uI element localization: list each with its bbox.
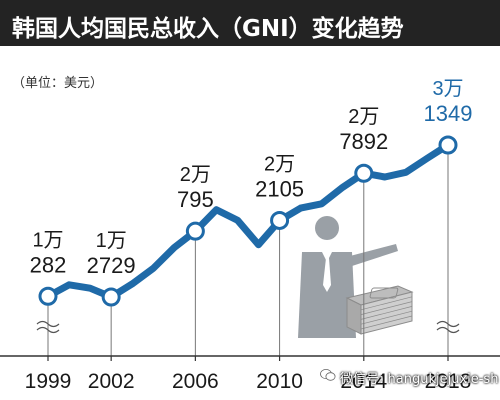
watermark: 微信号: hangukjejuxie-sh [340, 372, 499, 387]
wechat-icon [320, 369, 336, 381]
point-marker [354, 163, 374, 183]
data-label-upper: 3万 [432, 78, 463, 100]
point-marker [101, 287, 121, 307]
x-tick-label: 2006 [172, 370, 219, 393]
money-stack-edge [360, 301, 413, 315]
person-tie [323, 258, 331, 292]
point-markers [38, 135, 458, 307]
axis-break-mark [36, 320, 60, 328]
money-bill-mark [369, 287, 399, 299]
data-label-lower: 1349 [424, 101, 473, 126]
money-stack-edge [360, 310, 413, 325]
axis-break-mark [36, 326, 60, 334]
data-label-lower: 7892 [339, 129, 388, 154]
money-stack-edge [360, 296, 413, 311]
x-tick-label: 2014 [340, 370, 387, 393]
x-tick-label: 2010 [256, 370, 303, 393]
person-body [298, 252, 356, 338]
point-marker [438, 135, 458, 155]
title-bar: 韩国人均国民总收入（GNI）变化趋势 [0, 0, 500, 46]
money-stack-edge [360, 315, 413, 330]
data-label-lower: 282 [30, 252, 67, 277]
data-label-upper: 2万 [180, 164, 211, 186]
money-stack-side [346, 297, 362, 335]
data-label-upper: 1万 [96, 230, 127, 252]
person-arm [350, 244, 398, 266]
data-label-upper: 2万 [264, 153, 295, 175]
point-marker [38, 286, 58, 306]
money-stack-edge [360, 306, 413, 320]
axis-break-mark [436, 326, 460, 334]
axis-break-mark [436, 320, 460, 328]
drop-lines [47, 153, 449, 356]
x-tick-label: 2002 [88, 370, 135, 393]
x-axis: 1999 2002 2006 2010 2014 2018 [0, 320, 500, 393]
unit-label: （单位：美元） [12, 76, 104, 91]
person-with-money-illustration [298, 216, 414, 338]
data-label-upper: 2万 [348, 106, 379, 128]
data-label-lower: 2729 [87, 253, 136, 278]
person-collar [322, 252, 332, 262]
x-tick-label: 2018 [425, 370, 472, 393]
data-label-upper: 1万 [32, 229, 63, 251]
data-label-lower: 795 [177, 187, 214, 212]
chart-title: 韩国人均国民总收入（GNI）变化趋势 [12, 16, 404, 42]
point-marker [185, 221, 205, 241]
x-tick-label: 1999 [25, 370, 72, 393]
data-label-lower: 2105 [255, 176, 304, 201]
person-head [315, 216, 339, 240]
point-marker [270, 210, 290, 230]
